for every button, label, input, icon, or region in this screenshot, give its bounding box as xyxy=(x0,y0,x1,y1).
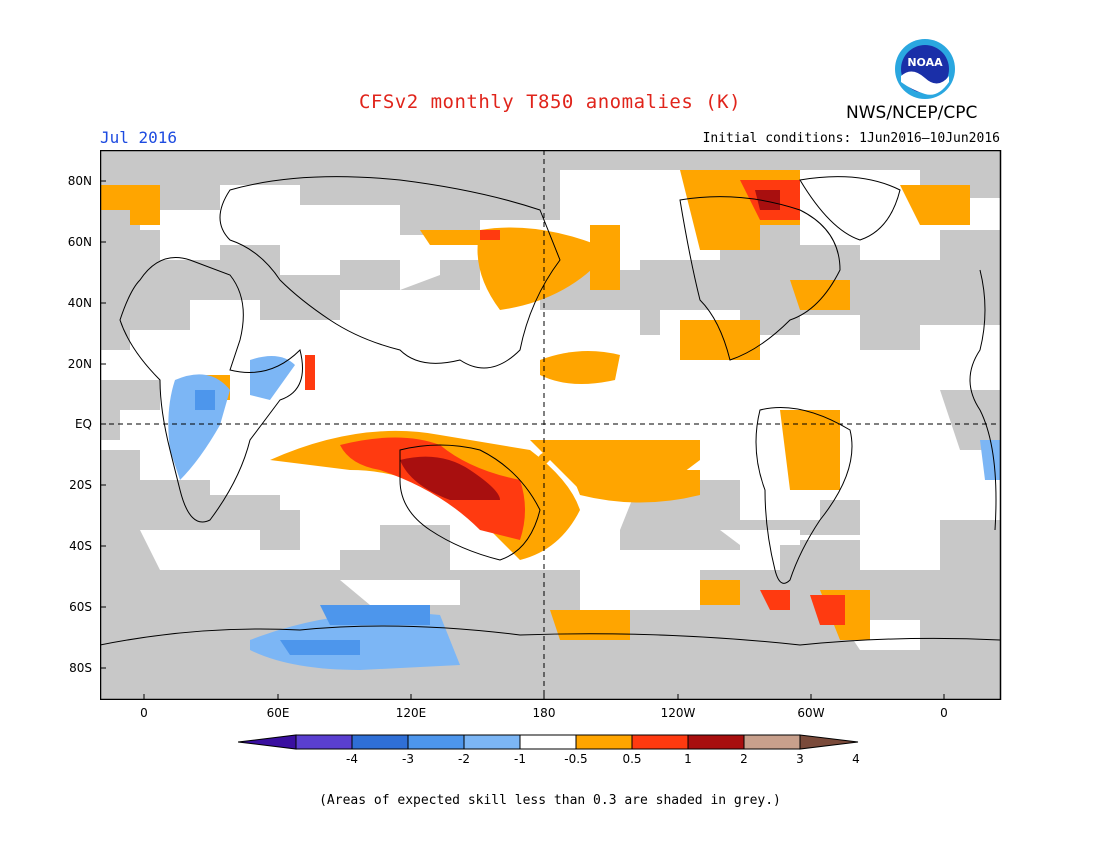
colorbar-label: 2 xyxy=(740,752,748,766)
lon-label-0: 0 xyxy=(140,706,148,720)
colorbar-label: 3 xyxy=(796,752,804,766)
colorbar-segment xyxy=(519,734,577,750)
colorbar-label: 0.5 xyxy=(622,752,642,766)
lat-label-60s: 60S xyxy=(69,600,92,614)
colorbar-label: -1 xyxy=(514,752,526,766)
lon-label-60e: 60E xyxy=(266,706,290,720)
colorbar-segment xyxy=(743,734,801,750)
colorbar-label: -2 xyxy=(458,752,470,766)
colorbar-label: 1 xyxy=(684,752,692,766)
lon-label-120e: 120E xyxy=(395,706,427,720)
lat-label-80s: 80S xyxy=(69,661,92,675)
colorbar-label: 4 xyxy=(852,752,860,766)
colorbar xyxy=(238,734,859,750)
colorbar-segment-max xyxy=(799,734,859,750)
lon-label-0-east: 0 xyxy=(940,706,948,720)
lat-label-20s: 20S xyxy=(69,478,92,492)
lon-label-180: 180 xyxy=(532,706,556,720)
svg-text:NOAA: NOAA xyxy=(907,56,943,69)
anomaly-map xyxy=(100,150,1002,700)
warm-anomaly-darkred xyxy=(400,190,780,500)
lat-label-eq: EQ xyxy=(74,417,92,431)
cold-anomaly-blue xyxy=(168,356,1000,670)
colorbar-segment xyxy=(631,734,689,750)
lat-label-60n: 60N xyxy=(67,235,92,249)
colorbar-label: -4 xyxy=(346,752,358,766)
lat-label-40n: 40N xyxy=(67,296,92,310)
coastlines xyxy=(100,176,1001,646)
colorbar-segment xyxy=(295,734,353,750)
colorbar-segment-min xyxy=(238,734,297,750)
organization-label: NWS/NCEP/CPC xyxy=(846,103,978,123)
colorbar-segment xyxy=(687,734,745,750)
colorbar-segment xyxy=(407,734,465,750)
skill-footnote: (Areas of expected skill less than 0.3 a… xyxy=(319,793,781,808)
colorbar-segment xyxy=(463,734,521,750)
colorbar-label: -0.5 xyxy=(564,752,588,766)
initial-conditions: Initial conditions: 1Jun2016–10Jun2016 xyxy=(702,131,1000,146)
map-title: CFSv2 monthly T850 anomalies (K) xyxy=(358,91,742,113)
map-frame xyxy=(100,150,1002,700)
forecast-month: Jul 2016 xyxy=(100,128,178,147)
lon-label-60w: 60W xyxy=(797,706,825,720)
ticks xyxy=(100,180,945,700)
colorbar-segment xyxy=(351,734,409,750)
colorbar-label: -3 xyxy=(402,752,414,766)
lat-label-80n: 80N xyxy=(67,174,92,188)
lat-label-20n: 20N xyxy=(67,357,92,371)
lon-label-120w: 120W xyxy=(660,706,696,720)
lat-label-40s: 40S xyxy=(69,539,92,553)
colorbar-segment xyxy=(575,734,633,750)
noaa-logo: NOAA xyxy=(895,39,955,99)
